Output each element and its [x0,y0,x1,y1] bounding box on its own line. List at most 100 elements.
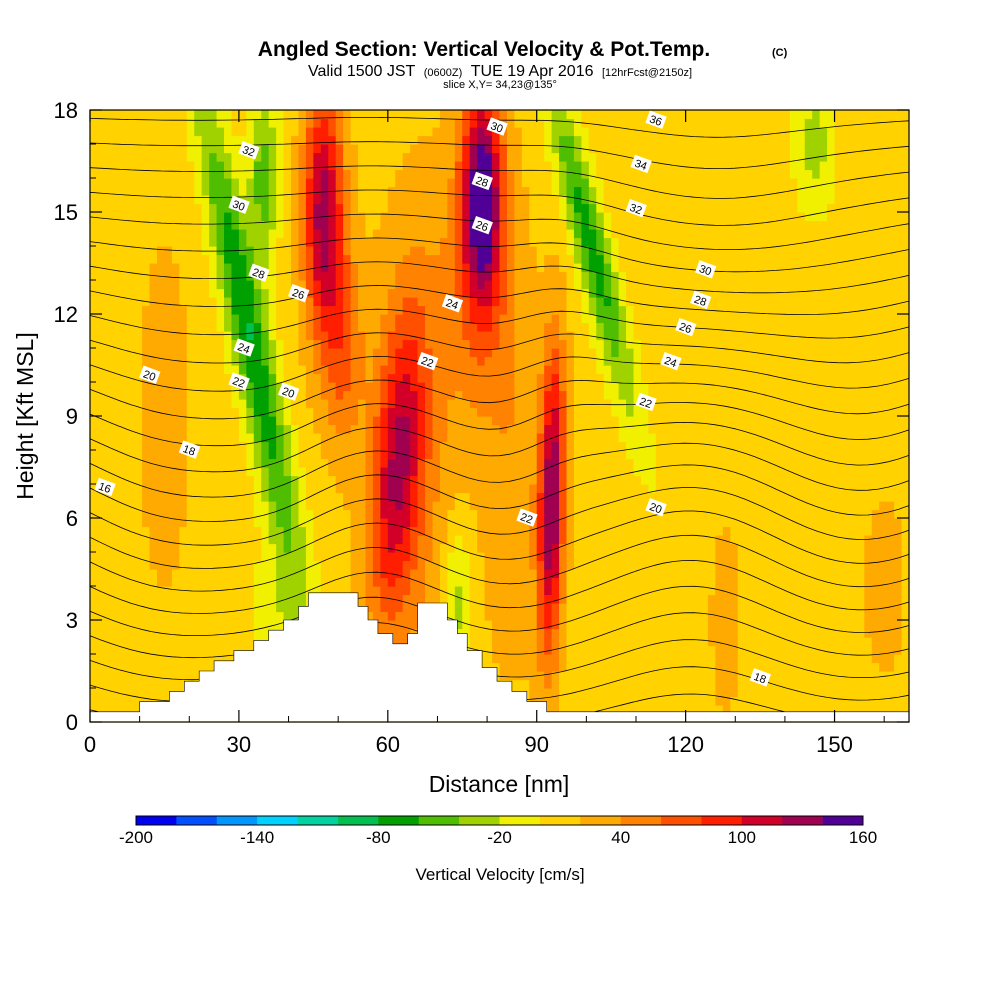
velocity-cell [447,382,456,392]
velocity-cell [238,186,247,196]
velocity-cell [171,501,180,511]
velocity-cell [410,560,419,570]
velocity-cell [469,110,478,120]
velocity-cell [119,365,128,375]
velocity-cell [320,458,329,468]
velocity-cell [581,229,590,239]
velocity-cell [104,271,113,281]
velocity-cell [209,110,218,120]
velocity-cell [350,501,359,511]
velocity-cell [469,169,478,179]
velocity-cell [514,543,523,553]
velocity-cell [209,373,218,383]
velocity-cell [335,458,344,468]
velocity-cell [149,501,158,511]
velocity-cell [588,628,597,638]
velocity-cell [224,339,233,349]
velocity-cell [551,322,560,332]
velocity-cell [179,271,188,281]
velocity-cell [283,543,292,553]
velocity-cell [462,314,471,324]
velocity-cell [588,203,597,213]
velocity-cell [179,620,188,630]
velocity-cell [246,492,255,502]
velocity-cell [506,373,515,383]
velocity-cell [514,416,523,426]
velocity-cell [142,569,151,579]
velocity-cell [566,645,575,655]
velocity-cell [484,569,493,579]
velocity-cell [97,280,106,290]
velocity-cell [439,212,448,222]
velocity-cell [149,152,158,162]
velocity-cell [410,450,419,460]
velocity-cell [447,229,456,239]
velocity-cell [119,433,128,443]
velocity-cell [238,484,247,494]
velocity-cell [358,135,367,145]
velocity-cell [514,662,523,672]
velocity-cell [134,331,143,341]
velocity-cell [246,467,255,477]
velocity-cell [335,135,344,145]
velocity-cell [596,569,605,579]
velocity-cell [127,586,136,596]
velocity-cell [410,135,419,145]
velocity-cell [439,535,448,545]
velocity-cell [97,203,106,213]
velocity-cell [194,501,203,511]
velocity-cell [216,305,225,315]
velocity-cell [484,637,493,647]
velocity-cell [350,322,359,332]
velocity-cell [127,161,136,171]
velocity-cell [157,246,166,256]
velocity-cell [343,297,352,307]
velocity-cell [224,535,233,545]
velocity-cell [97,603,106,613]
velocity-cell [343,186,352,196]
velocity-cell [387,382,396,392]
velocity-cell [573,416,582,426]
velocity-cell [157,339,166,349]
velocity-cell [477,118,486,128]
velocity-cell [462,586,471,596]
velocity-cell [313,127,322,137]
velocity-cell [603,662,612,672]
velocity-cell [477,450,486,460]
velocity-cell [529,135,538,145]
velocity-cell [194,254,203,264]
velocity-cell [134,645,143,655]
velocity-cell [372,237,381,247]
velocity-cell [358,297,367,307]
velocity-cell [97,399,106,409]
velocity-cell [469,501,478,511]
velocity-cell [134,569,143,579]
velocity-cell [432,220,441,230]
velocity-cell [499,424,508,434]
velocity-cell [395,603,404,613]
velocity-cell [194,654,203,664]
velocity-cell [216,246,225,256]
velocity-cell [90,475,99,485]
velocity-cell [387,441,396,451]
velocity-cell [104,314,113,324]
velocity-cell [521,135,530,145]
velocity-cell [380,305,389,315]
velocity-cell [209,399,218,409]
velocity-cell [469,186,478,196]
velocity-cell [551,560,560,570]
velocity-cell [283,535,292,545]
velocity-cell [179,594,188,604]
velocity-cell [112,390,121,400]
velocity-cell [335,161,344,171]
velocity-cell [439,509,448,519]
velocity-cell [477,458,486,468]
velocity-cell [544,501,553,511]
velocity-cell [305,348,314,358]
velocity-cell [171,450,180,460]
velocity-cell [127,118,136,128]
velocity-cell [447,280,456,290]
velocity-cell [395,331,404,341]
velocity-cell [305,135,314,145]
velocity-cell [119,356,128,366]
